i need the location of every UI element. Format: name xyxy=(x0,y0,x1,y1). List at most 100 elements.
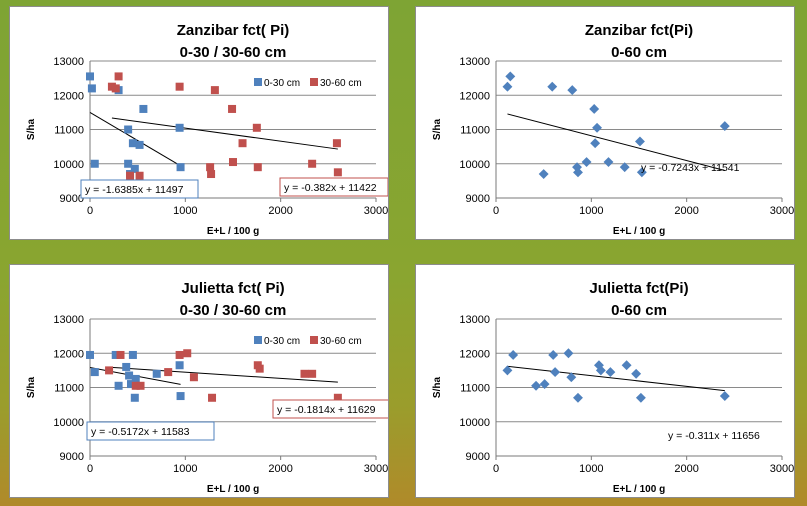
data-point xyxy=(126,380,135,389)
data-point xyxy=(252,123,261,132)
data-point xyxy=(603,157,614,167)
data-point xyxy=(567,85,578,96)
x-axis-label: E+L / 100 g xyxy=(613,226,665,237)
chart-zanzibar-total: Zanzibar fct(Pi)0-60 cm90001000011000120… xyxy=(432,22,794,237)
y-tick-label: 13000 xyxy=(459,314,490,326)
y-tick-label: 9000 xyxy=(60,193,84,205)
y-tick-label: 11000 xyxy=(460,125,490,137)
x-tick-label: 0 xyxy=(87,205,93,217)
data-point xyxy=(86,72,94,81)
y-tick-label: 13000 xyxy=(53,56,84,68)
legend-label-1: 0-30 cm xyxy=(264,78,300,89)
chart-title-line-1: Julietta fct( Pi) xyxy=(181,280,284,297)
trendline-equation-2: y = -0.1814x + 11629 xyxy=(277,404,376,416)
trendline-equation-1: y = -0.311x + 11656 xyxy=(668,430,760,442)
data-point xyxy=(605,367,616,378)
data-point xyxy=(719,391,730,402)
data-point xyxy=(114,72,123,81)
y-tick-label: 12000 xyxy=(459,90,490,102)
equation-box-2 xyxy=(279,177,388,197)
data-point xyxy=(124,159,133,168)
data-point xyxy=(581,157,592,167)
data-point xyxy=(131,374,140,383)
data-point xyxy=(126,171,135,180)
legend-label-1: 0-30 cm xyxy=(264,336,300,347)
y-tick-label: 9000 xyxy=(60,451,84,463)
data-point xyxy=(208,393,217,402)
data-point xyxy=(635,136,645,147)
data-point xyxy=(136,381,145,390)
data-point xyxy=(255,364,264,373)
data-point xyxy=(206,163,215,172)
chart-panel-zanzibar-depths: Zanzibar fct( Pi) 0-30 / 30-60 cm 9000 1000… xyxy=(9,6,389,240)
legend-marker-2 xyxy=(310,336,318,344)
data-point xyxy=(308,369,317,378)
legend-label-2: 30-60 cm xyxy=(320,78,362,89)
x-tick-label: 1000 xyxy=(173,205,197,217)
x-tick-label: 1000 xyxy=(173,463,197,475)
data-point xyxy=(539,379,550,390)
chart-title-line-1: Zanzibar fct(Pi) xyxy=(585,22,693,39)
data-point xyxy=(531,380,541,391)
x-tick-label: 3000 xyxy=(770,205,794,217)
data-point xyxy=(116,350,125,359)
data-point xyxy=(508,350,519,360)
data-point xyxy=(90,159,99,168)
x-tick-label: 3000 xyxy=(364,205,388,217)
data-point xyxy=(135,140,144,149)
data-point xyxy=(238,139,247,148)
y-tick-label: 11000 xyxy=(54,125,84,137)
trendline-series-1 xyxy=(507,365,725,392)
data-point xyxy=(175,82,184,91)
data-point xyxy=(635,392,646,403)
data-point xyxy=(332,139,341,148)
data-point xyxy=(122,362,131,371)
x-tick-label: 3000 xyxy=(770,463,794,475)
data-point xyxy=(164,368,173,377)
data-point xyxy=(229,158,237,167)
x-axis-label: E+L / 100 g xyxy=(613,484,665,495)
equation-box-2 xyxy=(272,399,388,419)
x-tick-label: 2000 xyxy=(674,205,698,217)
y-tick-label: 12000 xyxy=(53,90,84,102)
data-point xyxy=(308,159,317,168)
data-point xyxy=(128,139,137,148)
data-point xyxy=(538,169,549,179)
trendline-equation-1: y = -0.5172x + 11583 xyxy=(91,426,190,438)
y-axis-label: S/ha xyxy=(432,377,443,399)
x-tick-label: 2000 xyxy=(674,463,698,475)
chart-title-line-1: Zanzibar fct( Pi) xyxy=(177,22,290,39)
y-tick-label: 9000 xyxy=(466,193,490,205)
data-point xyxy=(135,171,144,180)
chart-julietta-total: Julietta fct(Pi)0-60 cm90001000011000120… xyxy=(432,280,794,495)
data-point xyxy=(547,81,558,92)
data-point xyxy=(621,360,632,371)
chart-title-line-2: 0-30 / 30-60 cm xyxy=(180,302,287,319)
data-point xyxy=(550,367,561,378)
data-point xyxy=(105,366,114,375)
data-point xyxy=(253,163,262,172)
x-tick-label: 1000 xyxy=(579,463,603,475)
trendline-series-2 xyxy=(109,366,338,383)
y-tick-label: 10000 xyxy=(53,159,84,171)
data-point xyxy=(589,104,600,114)
data-point xyxy=(139,104,148,113)
y-tick-label: 13000 xyxy=(459,56,490,68)
x-tick-label: 1000 xyxy=(579,205,603,217)
data-point xyxy=(590,138,601,149)
data-point xyxy=(502,81,513,92)
y-tick-label: 9000 xyxy=(466,451,490,463)
legend-label-2: 30-60 cm xyxy=(320,336,362,347)
data-point xyxy=(719,121,730,132)
y-tick-label: 10000 xyxy=(459,159,490,171)
data-point xyxy=(152,369,161,378)
y-axis-label: S/ha xyxy=(26,119,37,141)
data-point xyxy=(90,368,99,377)
data-point xyxy=(573,392,583,403)
x-tick-label: 0 xyxy=(87,463,93,475)
data-point xyxy=(124,125,133,134)
legend-marker-1 xyxy=(254,336,262,344)
data-point xyxy=(114,381,123,390)
chart-panel-julietta-depths: Julietta fct( Pi) 0-30 / 30-60 cm 9000 1000… xyxy=(9,264,389,498)
trendline-series-1 xyxy=(89,112,181,167)
